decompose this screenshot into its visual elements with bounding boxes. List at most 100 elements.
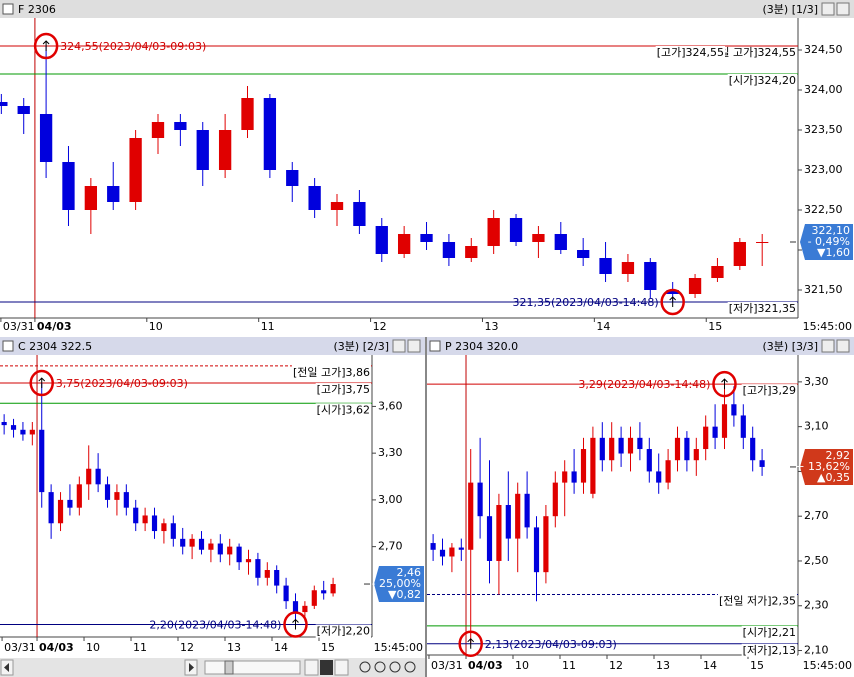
candle-body	[321, 590, 327, 594]
checkbox[interactable]	[2, 3, 14, 15]
y-tick-label: 2,70	[378, 540, 403, 553]
candle-body	[552, 482, 558, 517]
candle-body	[39, 429, 45, 493]
x-tick-label: 11	[562, 659, 576, 672]
window-button[interactable]	[821, 339, 835, 353]
price-change: - 25,00%	[372, 577, 421, 590]
panel-subtitle: (3분) [3/3]	[763, 340, 818, 353]
zoom-in[interactable]	[359, 661, 371, 673]
candle-body	[477, 482, 483, 517]
candle-body	[721, 404, 728, 438]
arrow-icon	[189, 663, 194, 672]
candle-body	[218, 130, 232, 170]
label-bg	[291, 364, 371, 379]
label-bg	[315, 624, 371, 638]
panel-title: C 2304 322.5	[18, 340, 92, 353]
label-bg	[315, 383, 371, 397]
zoom-out[interactable]	[374, 661, 386, 673]
candle-body	[95, 468, 101, 485]
reference-label: [고가]3,29	[743, 384, 796, 397]
window-button[interactable]	[407, 339, 421, 353]
x-tick-label: 14	[274, 641, 288, 654]
candle-body	[618, 437, 624, 454]
candle-body	[693, 449, 699, 461]
y-tick-label: 324,00	[804, 83, 843, 96]
marker-arrow	[669, 296, 677, 307]
price-badge	[374, 566, 424, 603]
candle-body	[286, 170, 299, 186]
x-tick-label: 15	[750, 659, 764, 672]
candle-body	[20, 429, 26, 435]
candle-body	[580, 449, 587, 483]
marker-arrow	[38, 377, 46, 389]
candle-body	[665, 460, 671, 483]
stop-button[interactable]	[320, 660, 333, 675]
candle-body	[644, 262, 657, 290]
candle-body	[646, 449, 652, 472]
candle-body	[264, 570, 270, 578]
y-tick-label: 3,30	[378, 446, 403, 459]
reference-label: [시가]2,21	[743, 626, 796, 639]
candle-body	[274, 570, 280, 586]
x-tick-label: 10	[86, 641, 100, 654]
candle-body	[740, 415, 746, 438]
price-badge	[800, 448, 853, 485]
candle-body	[104, 484, 111, 500]
prev-button[interactable]	[304, 659, 319, 676]
marker-circle	[458, 630, 483, 658]
annotation: 321,35(2023/04/03-14:48)	[513, 296, 659, 309]
annotation: 324,55(2023/04/03-09:03)	[60, 40, 206, 53]
candle-body	[123, 492, 129, 508]
price-diff: ▼0,82	[388, 588, 421, 601]
candle-body	[142, 515, 148, 524]
candle-body	[255, 559, 261, 578]
zoom-reset[interactable]	[389, 661, 401, 673]
marker-circle	[660, 288, 685, 316]
scrollbar[interactable]	[0, 658, 425, 677]
candle-body	[509, 218, 523, 242]
candle-body	[10, 425, 17, 430]
reference-label: [전일 저가]2,35	[719, 594, 796, 608]
candle-body	[712, 426, 718, 438]
candle-body	[590, 437, 596, 494]
candle-body	[170, 523, 176, 539]
next-button[interactable]	[334, 659, 349, 676]
candle-body	[627, 437, 634, 454]
candle-body	[688, 278, 702, 294]
checkbox[interactable]	[2, 340, 14, 352]
candle-body	[487, 218, 500, 246]
label-bg	[655, 46, 726, 59]
y-tick-label: 321,50	[804, 283, 843, 296]
reference-label: [고가]3,75	[317, 383, 370, 396]
x-tick-label: 11	[261, 320, 275, 333]
candle-body	[505, 505, 511, 539]
price-label: 2,46	[397, 566, 422, 579]
candle-body	[449, 547, 455, 557]
annotation: 2,20(2023/04/03-14:48)	[149, 619, 281, 632]
x-end-label: 15:45:00	[374, 641, 423, 654]
window-button[interactable]	[821, 2, 835, 16]
marker-circle	[29, 369, 54, 397]
candle-body	[733, 242, 746, 266]
slider-thumb[interactable]	[224, 660, 234, 675]
x-tick-label: 12	[180, 641, 194, 654]
annotation: 3,75(2023/04/03-09:03)	[56, 377, 188, 390]
window-button[interactable]	[836, 339, 850, 353]
x-tick-label: 04/03	[468, 659, 503, 672]
candle-body	[161, 523, 167, 532]
zoom-slider[interactable]	[204, 660, 301, 675]
candle-body	[656, 471, 662, 483]
candle-body	[554, 234, 567, 250]
checkbox[interactable]	[429, 340, 441, 352]
candle-body	[196, 130, 209, 170]
x-tick-label: 11	[133, 641, 147, 654]
window-button[interactable]	[392, 339, 406, 353]
window-button[interactable]	[836, 2, 850, 16]
candle-body	[439, 549, 446, 557]
candle-body	[577, 250, 590, 258]
candle-body	[245, 559, 252, 563]
candle-body	[189, 538, 195, 547]
zoom-fit[interactable]	[404, 661, 416, 673]
candle-body	[129, 138, 142, 202]
candle-body	[496, 505, 502, 561]
